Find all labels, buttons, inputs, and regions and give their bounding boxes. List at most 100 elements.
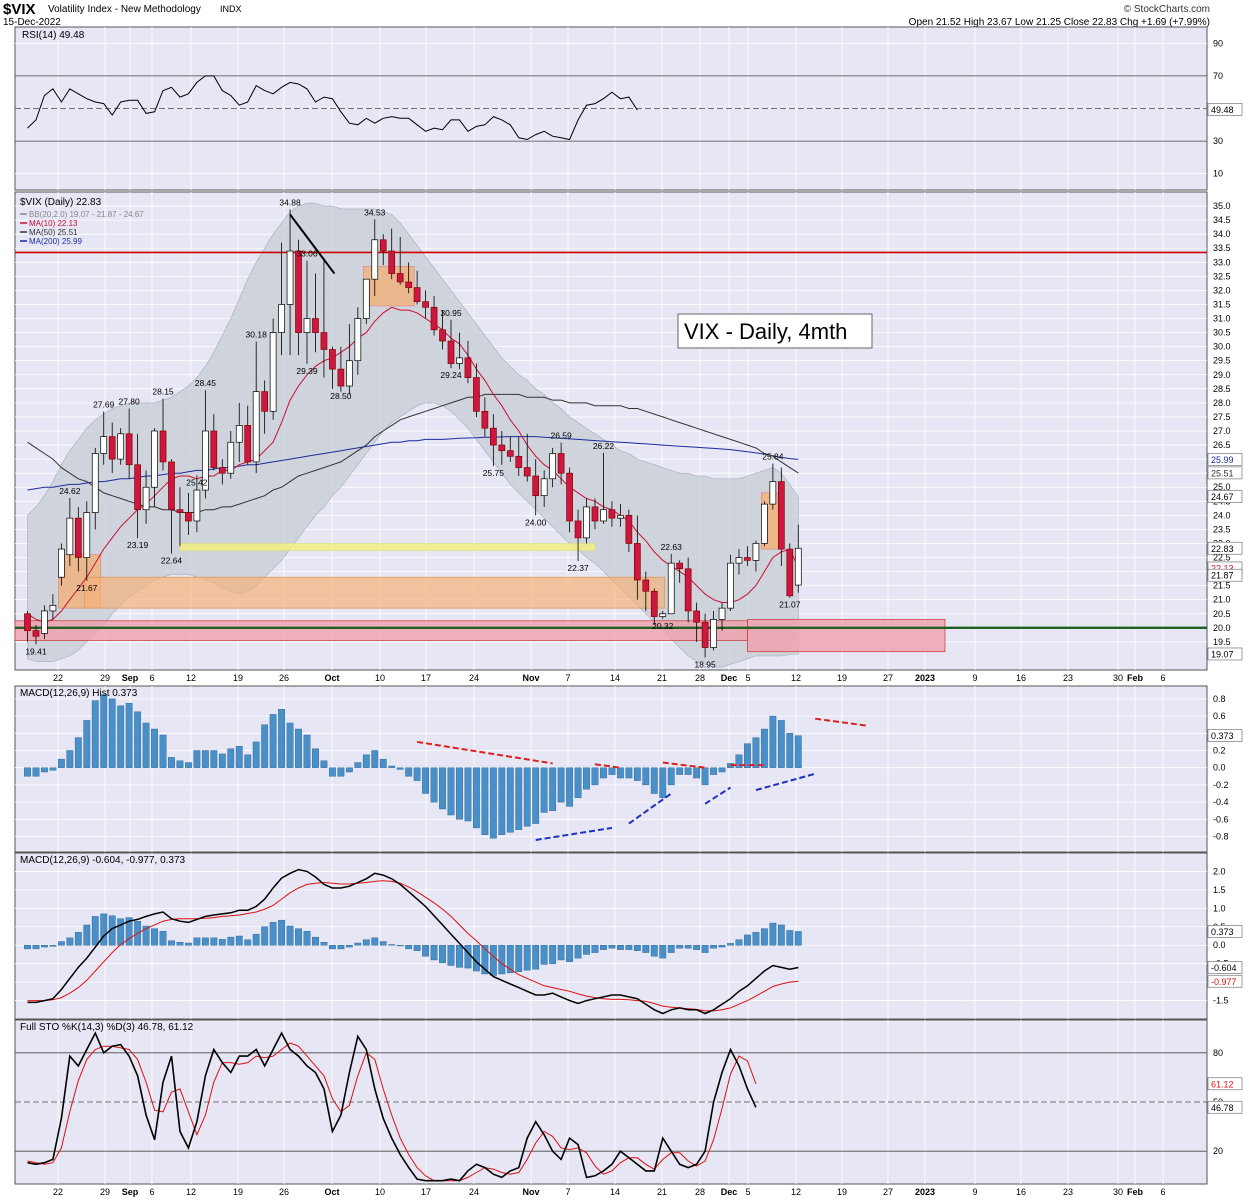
hist-bar [413, 767, 421, 781]
hist-bar [473, 767, 480, 829]
hist-bar [261, 724, 269, 768]
price-point-label: 22.37 [567, 563, 589, 573]
candle-body [761, 503, 768, 544]
price-tick-label: 32.0 [1213, 285, 1231, 295]
candle-body [659, 613, 667, 617]
annotation-box [677, 313, 873, 349]
macd-hist-bar [701, 945, 709, 953]
x-tick-label: 6 [149, 1187, 154, 1197]
x-tick-label: 12 [186, 673, 196, 683]
hist-bar [489, 767, 497, 839]
rsi-tick-label: 90 [1213, 38, 1223, 48]
candle-body [202, 430, 209, 491]
price-tick-label: 30.5 [1213, 328, 1231, 338]
macd-panel: 2.01.51.00.50.0-0.5-1.0-1.5MACD(12,26,9)… [14, 852, 1243, 1020]
hist-bar [600, 767, 607, 779]
macd-hist-bar [744, 934, 751, 946]
x-tick-label: 5 [745, 1187, 750, 1197]
rsi-tick-label: 70 [1213, 71, 1223, 81]
candle-body [633, 543, 641, 581]
hist-tick-label: -0.8 [1213, 832, 1229, 842]
candle-body [608, 509, 616, 519]
legend-entry: BB(20,2.0) 19.07 - 21.87 - 24.67 [29, 210, 144, 219]
macd-hist-bar [295, 928, 302, 946]
macd-hist-bar [515, 945, 523, 972]
candle-body [727, 562, 734, 609]
candle-body [286, 250, 294, 305]
x-tick-label: Dec [721, 1187, 738, 1197]
price-tick-label: 27.5 [1213, 412, 1231, 422]
candle-body [591, 506, 599, 522]
macd-hist-bar [345, 945, 353, 948]
x-tick-label: 24 [469, 1187, 479, 1197]
price-tick-label: 28.5 [1213, 384, 1231, 394]
candle-body [701, 621, 709, 648]
x-tick-label: Sep [122, 673, 139, 683]
hist-tick-label: -0.4 [1213, 797, 1229, 807]
macd-hist-bar [693, 945, 701, 950]
x-tick-label: 16 [1016, 673, 1026, 683]
price-tick-label: 29.5 [1213, 356, 1231, 366]
hist-bar [718, 767, 726, 773]
price-right-tag: 22.13 [1211, 563, 1234, 573]
macd-hist-bar [41, 945, 48, 948]
macd-hist-bar [735, 939, 743, 946]
hist-tick-label: 0.0 [1213, 763, 1226, 773]
ma50-line [27, 393, 799, 513]
rsi-last-value-box [1207, 102, 1243, 116]
macd-hist-bar [388, 944, 396, 946]
macd-hist-bar [320, 942, 328, 946]
hist-bar [591, 767, 599, 786]
candle-body [650, 590, 658, 617]
candle-body [244, 425, 252, 463]
candle-body [498, 444, 506, 452]
macd-hist-bar [49, 945, 57, 947]
hist-bar [371, 750, 379, 768]
macd-tick-label: 1.5 [1213, 885, 1226, 895]
candle-body [176, 509, 184, 513]
macd-hist-bar [227, 936, 235, 946]
candle-body [625, 515, 633, 544]
macd-hist-bar [210, 937, 218, 946]
price-tick-label: 26.5 [1213, 440, 1231, 450]
price-right-tag: 25.99 [1211, 455, 1234, 465]
candle-body [117, 433, 125, 460]
sto-k-line [27, 1031, 757, 1182]
price-point-label: 22.64 [161, 556, 183, 566]
macd-tick-label: 1.0 [1213, 903, 1226, 913]
x-tick-label: 5 [745, 673, 750, 683]
rsi-tick-label: 30 [1213, 136, 1223, 146]
macd-hist-bar [777, 924, 785, 946]
hist-bar [744, 743, 751, 768]
candle-body [464, 357, 472, 378]
x-tick-label: 7 [565, 1187, 570, 1197]
candle-body [362, 278, 370, 319]
x-tick-label: 6 [1160, 1187, 1165, 1197]
candle-body [693, 610, 700, 623]
candle-body [354, 318, 362, 362]
macd-hist-bar [566, 945, 573, 963]
candle-body [185, 512, 192, 522]
macd-hist-bar [244, 939, 252, 946]
divergence-line [662, 761, 706, 769]
rsi-line [27, 75, 638, 141]
macd-hist-bar [523, 945, 531, 971]
candle-body [566, 472, 573, 522]
macd-hist-bar [600, 945, 607, 950]
hist-bar [566, 767, 573, 807]
candle-body [430, 306, 438, 331]
price-tick-label: 27.0 [1213, 426, 1231, 436]
sto-tick-label: 20 [1213, 1146, 1223, 1156]
candle-body [490, 427, 497, 446]
hist-bar [83, 720, 91, 768]
candle-body [91, 453, 99, 513]
price-right-tag-box [1207, 568, 1243, 582]
candle-body [295, 250, 302, 333]
macd-hist-bar [591, 945, 599, 953]
price-point-label: 25.42 [186, 477, 208, 487]
hist-bar [684, 767, 692, 775]
candle-body [261, 391, 269, 412]
x-tick-label: 17 [421, 673, 431, 683]
macd-hist-bar [786, 930, 794, 946]
candle-body [74, 517, 82, 558]
